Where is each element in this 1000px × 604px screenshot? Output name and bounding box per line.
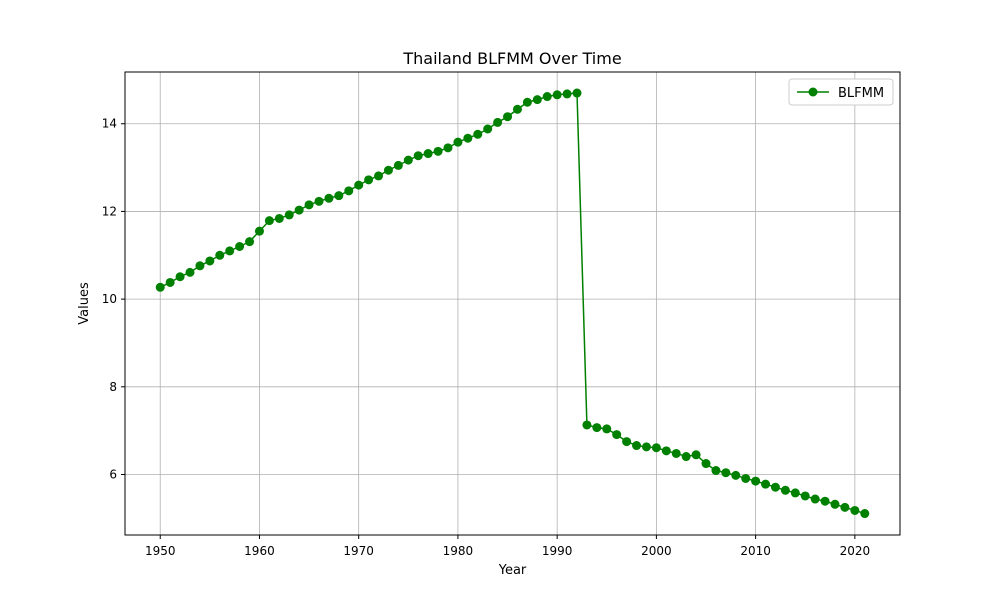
x-axis-label: Year [498,563,527,578]
data-point [215,250,225,260]
y-tick-label: 14 [102,117,117,131]
data-point [522,97,532,107]
data-point [532,95,542,105]
data-point [195,261,205,271]
data-point [304,200,314,210]
data-point [830,499,840,509]
data-point [403,155,413,165]
data-point [503,112,513,122]
x-tick-label: 1990 [542,544,573,558]
data-point [264,216,274,226]
data-point [840,502,850,512]
data-point [453,137,463,147]
x-tick-label: 2010 [740,544,771,558]
data-point [383,165,393,175]
data-point [354,180,364,190]
x-tick-label: 1970 [343,544,374,558]
data-point [562,89,572,99]
x-tick-label: 1980 [443,544,474,558]
data-point [423,149,433,159]
data-point [334,191,344,201]
data-point [483,124,493,134]
data-point [711,466,721,476]
chart-title: Thailand BLFMM Over Time [402,49,621,68]
data-point [582,420,592,430]
x-tick-label: 1950 [145,544,176,558]
data-point [284,210,294,220]
data-point [364,175,374,185]
data-point [751,476,761,486]
plot-area-frame [124,71,901,536]
data-point [691,450,701,460]
data-point [632,441,642,451]
data-point [235,242,245,251]
data-point [245,237,255,247]
data-point [175,272,185,282]
data-point [185,267,195,277]
data-point [592,423,602,433]
data-point [572,88,582,98]
data-point [542,92,552,102]
data-point [810,494,820,504]
data-point [701,459,711,469]
legend: BLFMM [788,78,894,106]
data-point [780,485,790,495]
data-point [731,470,741,480]
data-point [443,143,453,153]
data-point [641,442,651,452]
data-point [463,133,473,143]
data-point [661,446,671,456]
y-tick-label: 12 [102,204,117,218]
data-point [324,193,334,203]
x-tick-label: 2020 [840,544,871,558]
data-point [741,473,751,483]
data-point [850,505,860,515]
data-point [552,90,562,100]
x-tick-label: 2000 [641,544,672,558]
legend-box [788,78,894,106]
data-point [622,437,632,447]
data-point [344,186,354,196]
data-point [602,424,612,434]
grid-lines [125,72,900,535]
data-point [433,146,443,156]
series-layer [155,88,870,519]
data-point [721,468,731,478]
y-tick-label: 6 [109,467,117,481]
data-point [274,213,284,223]
y-axis-ticks: 6 8 10 12 14 [102,117,125,481]
x-tick-label: 1960 [244,544,275,558]
x-axis-ticks: 1950 1960 1970 1980 1990 2000 2010 2020 [145,535,870,558]
y-tick-label: 8 [109,380,117,394]
data-point [761,479,771,489]
data-point [254,226,264,236]
data-point [225,246,235,256]
data-point [790,488,800,498]
data-point [413,151,423,161]
legend-marker-blfmm [808,87,818,97]
data-point [374,171,384,181]
data-point [493,117,503,127]
data-point [473,129,483,139]
data-point [393,160,403,170]
data-point [860,509,870,519]
data-point [612,430,622,440]
data-point [155,282,165,292]
data-point [770,482,780,492]
data-point [314,196,324,206]
y-axis-label: Values [77,282,92,325]
legend-label-blfmm: BLFMM [838,86,884,101]
data-point [820,496,830,506]
data-point [681,452,691,462]
data-point [671,448,681,458]
data-point [800,491,810,501]
data-point [165,277,175,287]
data-point [651,443,661,453]
data-point [294,205,304,215]
data-point [205,256,215,266]
data-point [512,104,522,114]
y-tick-label: 10 [102,292,117,306]
